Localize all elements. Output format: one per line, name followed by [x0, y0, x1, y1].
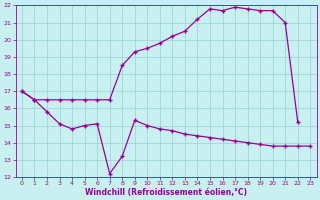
- X-axis label: Windchill (Refroidissement éolien,°C): Windchill (Refroidissement éolien,°C): [85, 188, 247, 197]
